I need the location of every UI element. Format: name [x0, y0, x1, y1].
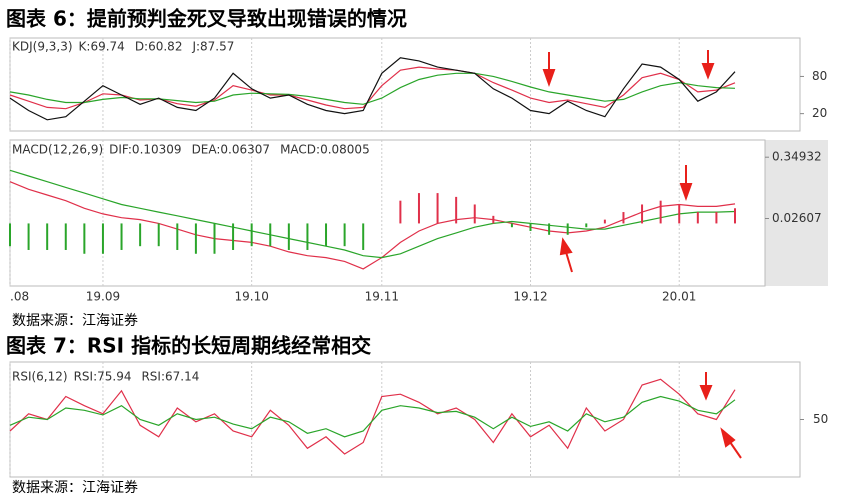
x-tick-label: 19.12 — [513, 290, 547, 304]
series-line — [9, 57, 736, 121]
legend-label: RSI:67.14 — [141, 370, 199, 384]
y-tick-label: 0.02607 — [772, 211, 822, 225]
indicator-label: RSI(6,12) — [12, 370, 68, 384]
x-tick-label: 20.01 — [662, 290, 696, 304]
y-tick-label: 50 — [813, 412, 828, 426]
legend-label: DEA:0.06307 — [192, 143, 271, 157]
x-tick-label: 19.09 — [86, 290, 120, 304]
series-line — [9, 395, 736, 438]
legend-label: MACD:0.08005 — [280, 143, 370, 157]
y-tick-label: 20 — [812, 106, 827, 120]
x-tick-label: 19.11 — [365, 290, 399, 304]
y-tick-label: 0.34932 — [772, 150, 822, 164]
arrows — [542, 50, 742, 459]
axis-panel — [765, 140, 828, 286]
indicator-label: KDJ(9,3,3) — [12, 40, 73, 54]
x-tick-label: 19.10 — [234, 290, 268, 304]
panel-frame — [9, 37, 801, 132]
series-line — [9, 72, 736, 105]
legend-label: J:87.57 — [191, 40, 234, 54]
y-tick-label: 80 — [812, 69, 827, 83]
series-line — [9, 66, 736, 110]
series-line — [9, 169, 736, 259]
figure-title: 图表 6：提前预判金死叉导致出现错误的情况 — [6, 7, 407, 31]
source-note: 数据来源：江海证券 — [12, 480, 138, 496]
series-line — [9, 181, 736, 270]
figure-title: 图表 7：RSI 指标的长短周期线经常相交 — [6, 334, 371, 358]
x-tick-label: .08 — [10, 290, 29, 304]
panel-frame — [9, 139, 766, 287]
legend-label: DIF:0.10309 — [109, 143, 181, 157]
legend-label: D:60.82 — [135, 40, 183, 54]
series-line — [9, 378, 736, 455]
indicator-label: MACD(12,26,9) — [12, 143, 103, 157]
source-note: 数据来源：江海证券 — [12, 313, 138, 329]
legend-label: K:69.74 — [79, 40, 125, 54]
legend-label: RSI:75.94 — [74, 370, 132, 384]
